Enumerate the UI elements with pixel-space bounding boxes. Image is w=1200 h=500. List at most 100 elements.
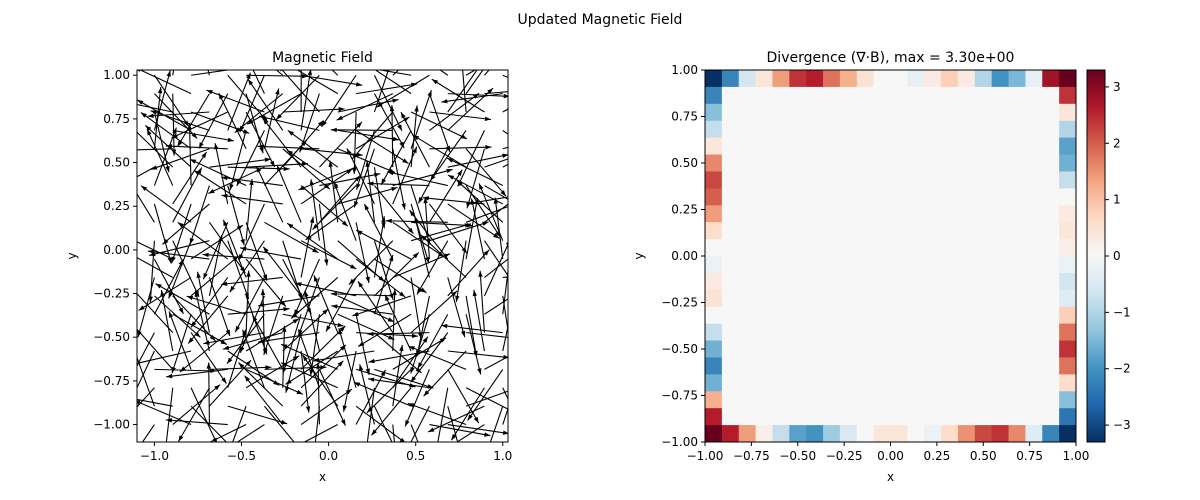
divergence-y-tick-label: −0.50 <box>661 342 698 356</box>
heatmap-cell <box>856 103 875 122</box>
heatmap-cell <box>755 374 773 392</box>
heatmap-cell <box>1059 340 1077 358</box>
heatmap-cell <box>738 137 757 156</box>
heatmap-cell <box>957 357 976 375</box>
heatmap-cell <box>738 374 757 392</box>
heatmap-cell <box>721 374 740 392</box>
heatmap-cell <box>755 222 773 240</box>
quiver-arrow <box>416 240 449 295</box>
quiver-arrow <box>502 406 508 425</box>
heatmap-cell <box>907 120 925 139</box>
quiver-arrow <box>368 377 430 389</box>
quiver-arrow <box>429 145 492 150</box>
quiver-arrow <box>155 283 210 315</box>
heatmap-cell <box>755 103 773 122</box>
quiver-arrow <box>502 387 508 401</box>
heatmap-cell <box>991 256 1010 274</box>
quiver-arrow <box>380 130 412 185</box>
heatmap-cell <box>924 340 942 358</box>
heatmap-cell <box>839 289 858 308</box>
heatmap-cell <box>738 357 757 375</box>
quiver-arrow <box>312 185 357 231</box>
heatmap-cell <box>789 137 807 156</box>
quiver-arrow <box>363 203 394 260</box>
quiver-arrow <box>172 151 207 205</box>
heatmap-cell <box>941 222 959 240</box>
quiver-arrow <box>428 203 468 254</box>
heatmap-cell <box>941 374 959 392</box>
divergence-heatmap <box>705 70 1077 443</box>
heatmap-cell <box>705 205 723 223</box>
heatmap-cell <box>839 188 858 206</box>
quiver-arrow <box>238 362 284 407</box>
heatmap-cell <box>890 357 908 375</box>
quiver-arrow <box>478 270 485 333</box>
heatmap-cell <box>991 120 1010 139</box>
heatmap-cell <box>1008 408 1026 426</box>
heatmap-cell <box>705 323 723 342</box>
divergence-y-tick-label: 0.00 <box>671 249 698 263</box>
heatmap-cell <box>957 340 976 358</box>
quiver-arrow <box>410 314 430 374</box>
quiver-arrow <box>299 93 320 153</box>
heatmap-cell <box>772 357 790 375</box>
divergence-x-tick-label: 0.50 <box>970 449 997 463</box>
quiver-arrow <box>367 181 430 187</box>
quiver-arrow <box>366 387 375 442</box>
quiver-arrow <box>447 174 504 205</box>
quiver-arrow <box>502 74 508 79</box>
quiver-arrow <box>137 400 192 426</box>
quiver-arrow <box>296 70 339 95</box>
heatmap-cell <box>1008 103 1026 122</box>
heatmap-cell <box>1008 289 1026 308</box>
quiver-x-label: x <box>319 470 326 484</box>
colorbar-ticks: −3 −2 −1 0 1 2 3 <box>1105 80 1131 432</box>
quiver-y-tick-label: −1.00 <box>93 418 130 432</box>
quiver-arrow <box>168 311 192 370</box>
heatmap-cell <box>974 340 993 358</box>
heatmap-cell <box>721 137 740 156</box>
quiver-arrow <box>377 70 412 76</box>
heatmap-cell <box>806 137 824 156</box>
heatmap-cell <box>907 357 925 375</box>
heatmap-cell <box>1008 425 1026 443</box>
heatmap-cell <box>957 137 976 156</box>
quiver-arrow <box>392 253 451 278</box>
quiver-arrow <box>484 91 508 95</box>
heatmap-cell <box>839 272 858 291</box>
quiver-x-tick-label: −0.5 <box>227 449 256 463</box>
heatmap-cell <box>823 120 841 139</box>
quiver-arrow <box>465 314 482 375</box>
quiver-arrow <box>137 332 155 368</box>
heatmap-cell <box>705 340 723 358</box>
quiver-arrow <box>162 203 210 245</box>
heatmap-cell <box>1059 188 1077 206</box>
quiver-x-tick-label: 1.0 <box>493 449 512 463</box>
heatmap-cell <box>974 171 993 189</box>
heatmap-cell <box>1025 306 1043 325</box>
heatmap-cell <box>974 425 993 443</box>
heatmap-cell <box>823 171 841 189</box>
quiver-arrow <box>447 93 508 99</box>
quiver-arrow <box>502 276 508 279</box>
quiver-arrow <box>179 332 229 373</box>
heatmap-cell <box>772 171 790 189</box>
quiver-arrow <box>447 406 459 442</box>
quiver-plot-frame <box>136 69 509 443</box>
heatmap-cell <box>1008 120 1026 139</box>
heatmap-cell <box>907 256 925 274</box>
quiver-arrow <box>147 111 210 119</box>
heatmap-cell <box>873 205 891 223</box>
heatmap-cell <box>924 391 942 409</box>
quiver-arrow <box>232 405 247 442</box>
heatmap-cell <box>890 171 908 189</box>
quiver-arrow <box>465 295 478 358</box>
heatmap-cell <box>924 408 942 426</box>
heatmap-cell <box>1008 374 1026 392</box>
heatmap-cell <box>789 408 807 426</box>
quiver-arrow <box>244 375 284 425</box>
heatmap-cell <box>789 425 807 443</box>
heatmap-cell <box>721 86 740 105</box>
heatmap-cell <box>823 103 841 122</box>
heatmap-cell <box>907 425 925 443</box>
